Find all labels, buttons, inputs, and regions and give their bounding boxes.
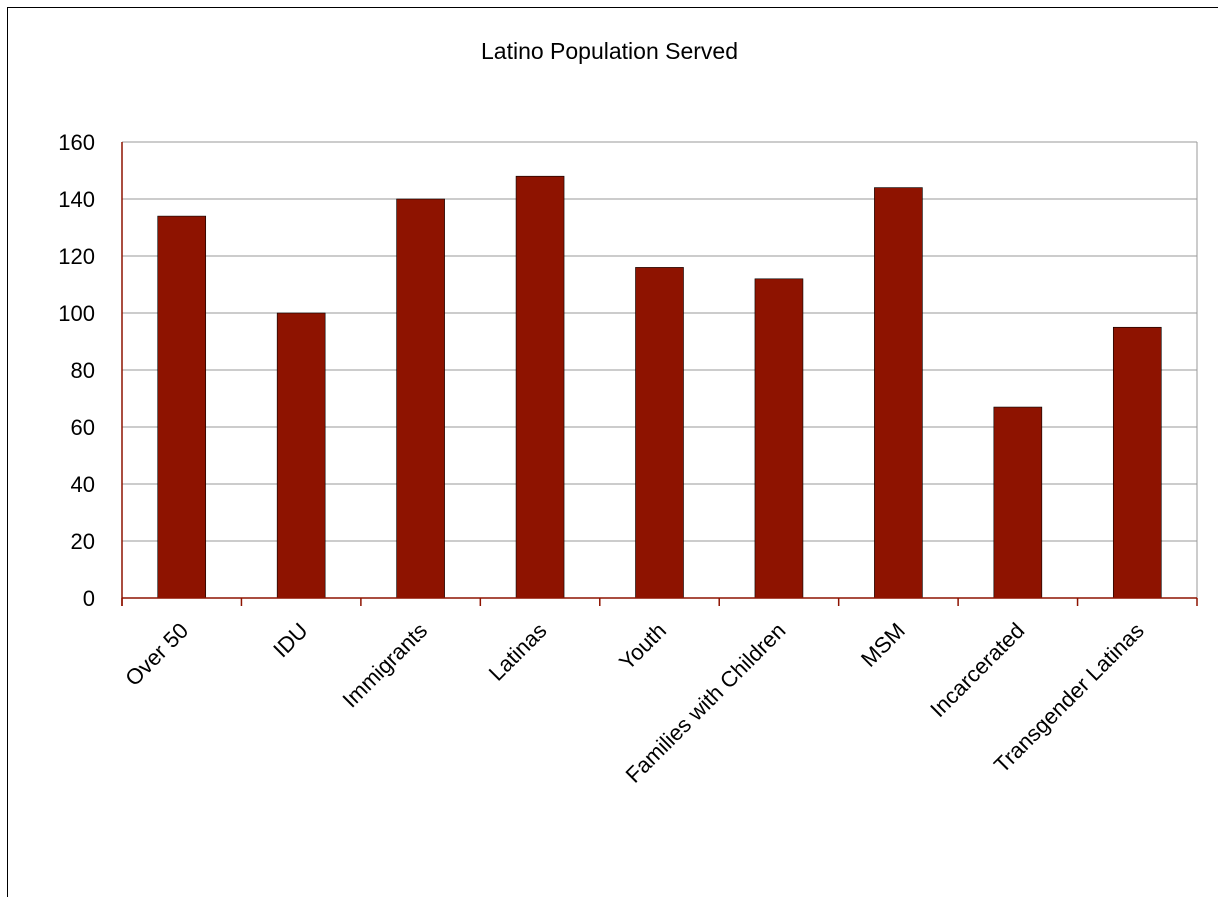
x-category-label: Youth [614,618,671,675]
bars [157,175,1162,599]
bar [993,406,1043,599]
bar [276,312,326,599]
y-tick-label: 100 [58,301,95,326]
x-category-label: Incarcerated [925,618,1029,722]
y-tick-label: 40 [71,472,95,497]
y-tick-label: 160 [58,130,95,155]
chart-title: Latino Population Served [480,38,739,64]
bar [635,267,684,599]
y-tick-label: 80 [71,358,95,383]
y-tick-label: 60 [71,415,95,440]
x-category-label: Immigrants [338,618,433,713]
x-category-label: IDU [268,618,312,662]
bar [874,187,923,599]
y-tick-label: 0 [83,586,95,611]
y-tick-label: 120 [58,244,95,269]
bar [754,278,804,599]
bar [396,198,445,599]
bar [1112,326,1162,599]
y-tick-labels: 0 20 40 60 80 100 120 140 160 [58,130,95,611]
x-category-labels: Over 50 IDU Immigrants Latinas YouthFamilies… [120,618,1149,788]
chart-frame [7,7,1218,897]
y-tick-label: 140 [58,187,95,212]
x-category-label: Over 50 [120,618,193,691]
axes [121,142,1198,606]
bar [157,215,207,599]
x-category-label: MSM [856,618,910,672]
bar [515,175,565,599]
y-tick-label: 20 [71,529,95,554]
x-category-label: Latinas [484,618,552,686]
